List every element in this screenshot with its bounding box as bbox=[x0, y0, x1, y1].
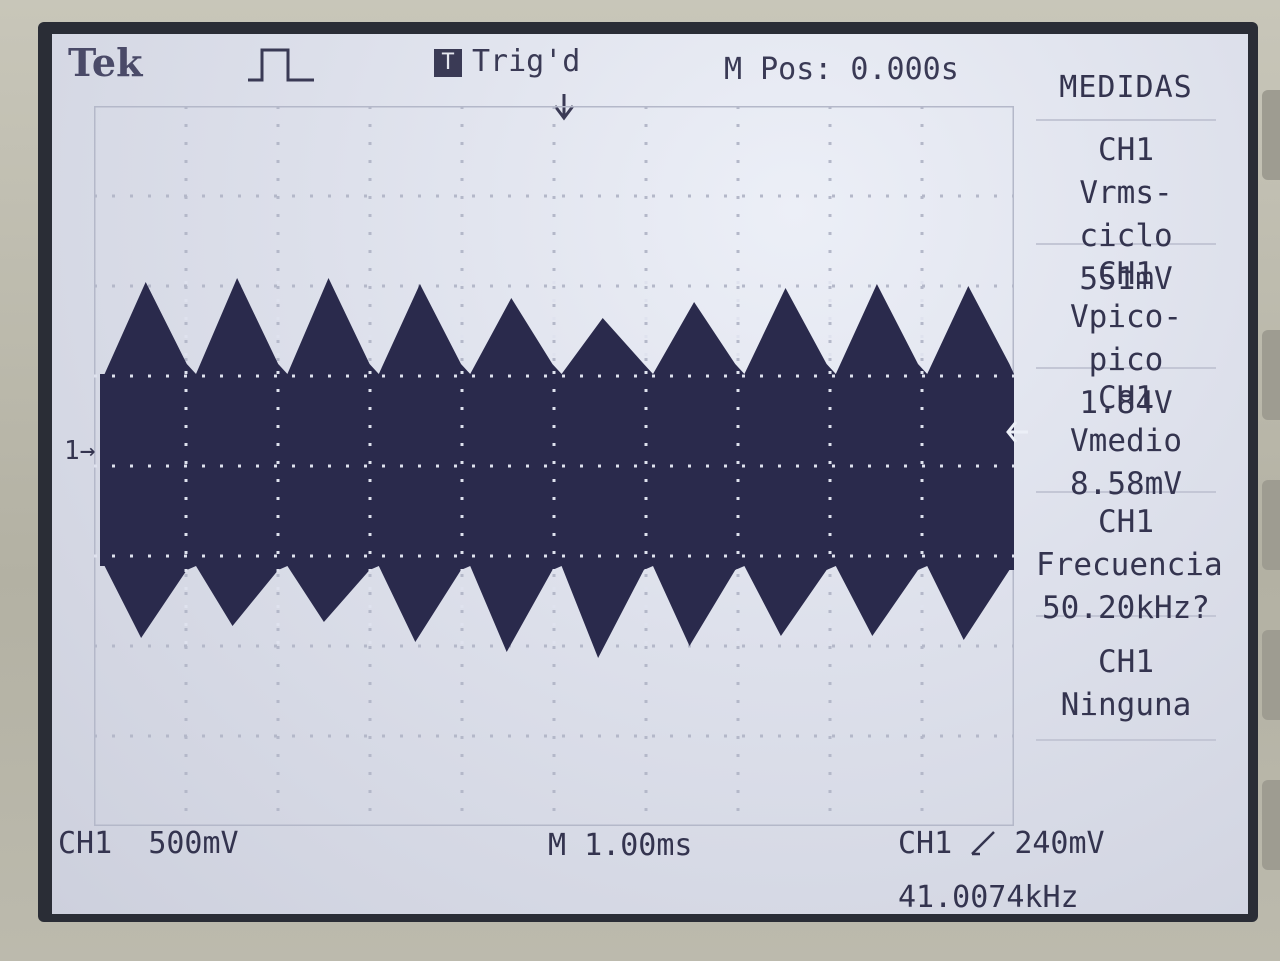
waveform-display bbox=[94, 106, 1014, 826]
measurement-slot-1[interactable]: CH1 Vrms-ciclo 551mV bbox=[1036, 119, 1216, 297]
brand-logo: Tek bbox=[68, 40, 143, 85]
trigger-position-arrow-icon bbox=[553, 94, 575, 121]
bezel-button[interactable] bbox=[1262, 780, 1280, 870]
measurement-value: 1.84V bbox=[1079, 385, 1173, 421]
trigger-slope-rising-icon bbox=[971, 831, 996, 856]
measurement-slot-3[interactable]: CH1 Vmedio 8.58mV bbox=[1036, 367, 1216, 502]
measurement-slot-5[interactable]: CH1 Ninguna bbox=[1036, 615, 1216, 739]
trigger-status-text: Trig'd bbox=[472, 44, 581, 79]
menu-title: MEDIDAS bbox=[1059, 70, 1193, 105]
measurement-channel: CH1 bbox=[1098, 380, 1154, 416]
time-per-div: M 1.00ms bbox=[548, 828, 693, 863]
channel-1-ground-marker: 1→ bbox=[64, 436, 96, 466]
signal-trace bbox=[100, 278, 1014, 658]
trigger-level-marker-icon bbox=[1006, 421, 1028, 443]
lcd-display: Tek T Trig'd M Pos: 0.000s 1→ bbox=[52, 34, 1248, 914]
volts-per-div: 500mV bbox=[148, 826, 239, 861]
measurement-value: 551mV bbox=[1079, 261, 1173, 297]
measurement-channel: CH1 bbox=[1098, 256, 1154, 292]
measurement-value: 50.20kHz? bbox=[1042, 590, 1210, 626]
measurement-value: 8.58mV bbox=[1070, 466, 1182, 502]
trigger-frequency: 41.0074kHz bbox=[898, 880, 1079, 914]
graticule-grid-overlay bbox=[94, 281, 1014, 651]
measurements-menu: MEDIDAS CH1 Vrms-ciclo 551mV CH1 Vpico-p… bbox=[1036, 52, 1223, 741]
lcd-frame: Tek T Trig'd M Pos: 0.000s 1→ bbox=[38, 22, 1258, 922]
bezel-button[interactable] bbox=[1262, 630, 1280, 720]
measurement-label: Frecuencia bbox=[1036, 547, 1223, 583]
channel-label: CH1 bbox=[58, 826, 113, 861]
measurement-slot-4[interactable]: CH1 Frecuencia 50.20kHz? bbox=[1036, 491, 1223, 626]
measurement-label: Vrms-ciclo bbox=[1079, 175, 1173, 254]
bezel-button[interactable] bbox=[1262, 330, 1280, 420]
trigger-level: 240mV bbox=[1014, 826, 1105, 861]
trigger-settings: CH1 240mV bbox=[898, 826, 1105, 861]
trigger-status: T Trig'd bbox=[434, 44, 580, 79]
menu-bottom-divider bbox=[1036, 739, 1216, 741]
measurement-channel: CH1 bbox=[1098, 504, 1154, 540]
measurement-label: Vpico-pico bbox=[1070, 299, 1182, 378]
measurement-label: Ninguna bbox=[1060, 687, 1192, 723]
measurement-channel: CH1 bbox=[1098, 132, 1154, 168]
channel-scale: CH1 500mV bbox=[58, 826, 239, 861]
bezel-button[interactable] bbox=[1262, 90, 1280, 180]
measurement-channel: CH1 bbox=[1098, 644, 1154, 680]
pulse-icon bbox=[248, 48, 314, 82]
horizontal-position: M Pos: 0.000s bbox=[724, 52, 959, 87]
trigger-source: CH1 bbox=[898, 826, 953, 861]
bezel-button[interactable] bbox=[1262, 480, 1280, 570]
measurement-slot-2[interactable]: CH1 Vpico-pico 1.84V bbox=[1036, 243, 1216, 421]
trigger-icon: T bbox=[434, 48, 462, 77]
measurement-label: Vmedio bbox=[1070, 423, 1182, 459]
